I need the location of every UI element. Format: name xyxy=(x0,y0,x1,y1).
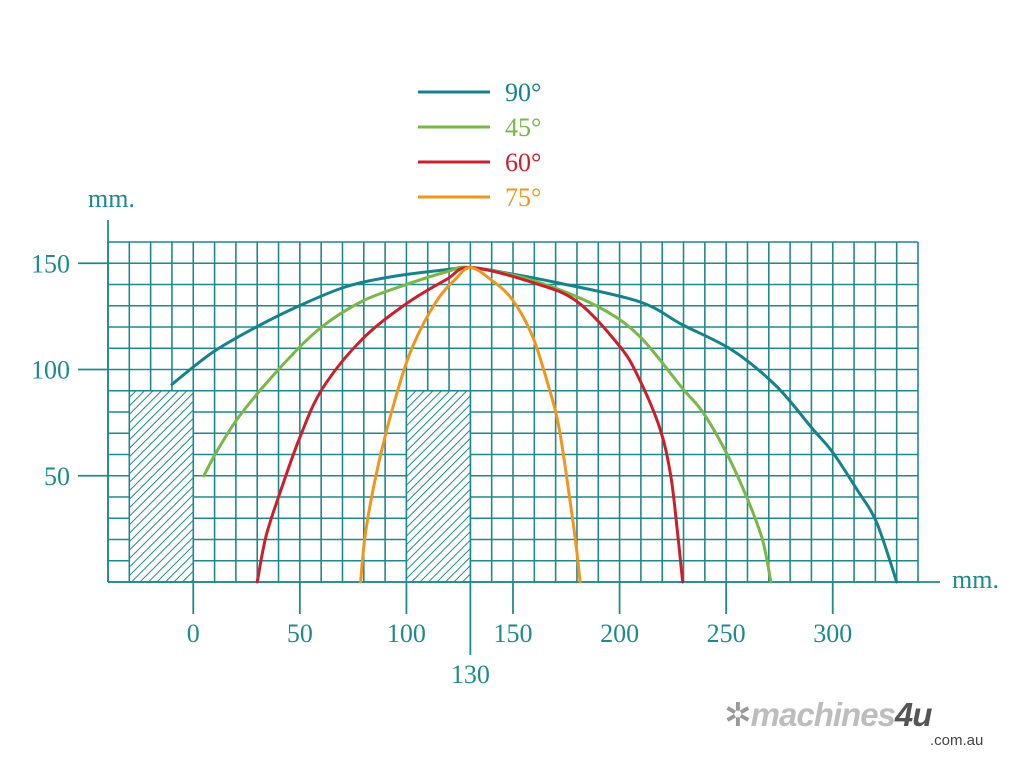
snowflake-icon: ✲ xyxy=(724,696,752,733)
grid xyxy=(107,241,919,583)
y-tick-label: 100 xyxy=(31,356,70,385)
legend-label-1: 45° xyxy=(505,113,541,142)
watermark-logo: ✲machines4u .com.au xyxy=(724,696,983,750)
y-tick-label: 50 xyxy=(44,462,70,491)
x-tick-label: 300 xyxy=(813,619,852,648)
y-tick-label: 150 xyxy=(31,249,70,278)
curves xyxy=(170,265,899,584)
x-tick-label: 250 xyxy=(707,619,746,648)
x-axis-label: mm. xyxy=(952,565,999,594)
hatched-block xyxy=(128,389,195,583)
axes: 0 50 100 150 200 250 300 130 50 100 150 xyxy=(31,220,940,689)
logo-brand: machines xyxy=(750,696,896,733)
series-curve-3 xyxy=(359,266,582,584)
logo-domain: .com.au xyxy=(930,732,984,749)
x-tick-label: 100 xyxy=(387,619,426,648)
legend: 90° 45° 60° 75° xyxy=(418,78,541,212)
x-tick-label-130: 130 xyxy=(451,660,490,689)
x-tick-label: 200 xyxy=(600,619,639,648)
logo-accent: 4u xyxy=(894,696,933,733)
series-curve-0 xyxy=(170,265,899,584)
x-tick-label: 0 xyxy=(187,619,200,648)
x-tick-label: 150 xyxy=(494,619,533,648)
series-curve-1 xyxy=(202,265,773,584)
legend-label-2: 60° xyxy=(505,148,541,177)
hatched-block xyxy=(405,389,472,583)
legend-label-0: 90° xyxy=(505,78,541,107)
x-tick-label: 50 xyxy=(287,619,313,648)
y-axis-label: mm. xyxy=(88,184,135,213)
legend-label-3: 75° xyxy=(505,183,541,212)
